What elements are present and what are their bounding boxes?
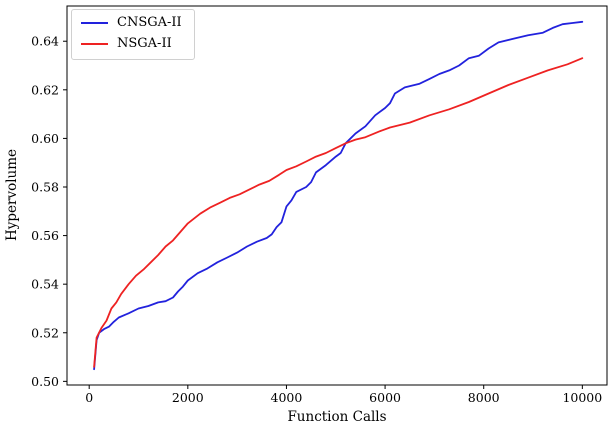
plot-border bbox=[66, 5, 608, 386]
x-axis-label: Function Calls bbox=[287, 409, 386, 425]
y-tick-label: 0.56 bbox=[31, 228, 59, 243]
y-tick-label: 0.64 bbox=[31, 34, 59, 49]
y-tick-label: 0.60 bbox=[31, 131, 59, 146]
cnsga2-line-swatch bbox=[81, 22, 108, 25]
legend-label-cnsga2: CNSGA-II bbox=[117, 15, 182, 30]
legend: CNSGA-II NSGA-II bbox=[71, 9, 195, 60]
legend-label-nsga2: NSGA-II bbox=[117, 36, 172, 52]
x-tick-label: 10000 bbox=[562, 390, 602, 405]
y-tick-label: 0.50 bbox=[31, 374, 59, 389]
y-tick-label: 0.54 bbox=[31, 277, 59, 292]
legend-item-cnsga2: CNSGA-II bbox=[81, 15, 182, 31]
series-line-nsga-ii bbox=[93, 57, 584, 368]
y-tick-label: 0.52 bbox=[31, 325, 59, 340]
y-axis-label: Hypervolume bbox=[4, 149, 20, 241]
legend-item-nsga2: NSGA-II bbox=[81, 36, 182, 52]
x-tick-label: 0 bbox=[85, 390, 93, 405]
series-line-cnsga-ii bbox=[93, 20, 584, 371]
y-tick-label: 0.58 bbox=[31, 179, 59, 194]
x-tick-label: 4000 bbox=[271, 390, 303, 405]
x-tick-label: 6000 bbox=[369, 390, 401, 405]
nsga2-line-swatch bbox=[81, 43, 108, 46]
x-tick-label: 8000 bbox=[468, 390, 500, 405]
x-tick-label: 2000 bbox=[172, 390, 204, 405]
y-tick-label: 0.62 bbox=[31, 82, 59, 97]
